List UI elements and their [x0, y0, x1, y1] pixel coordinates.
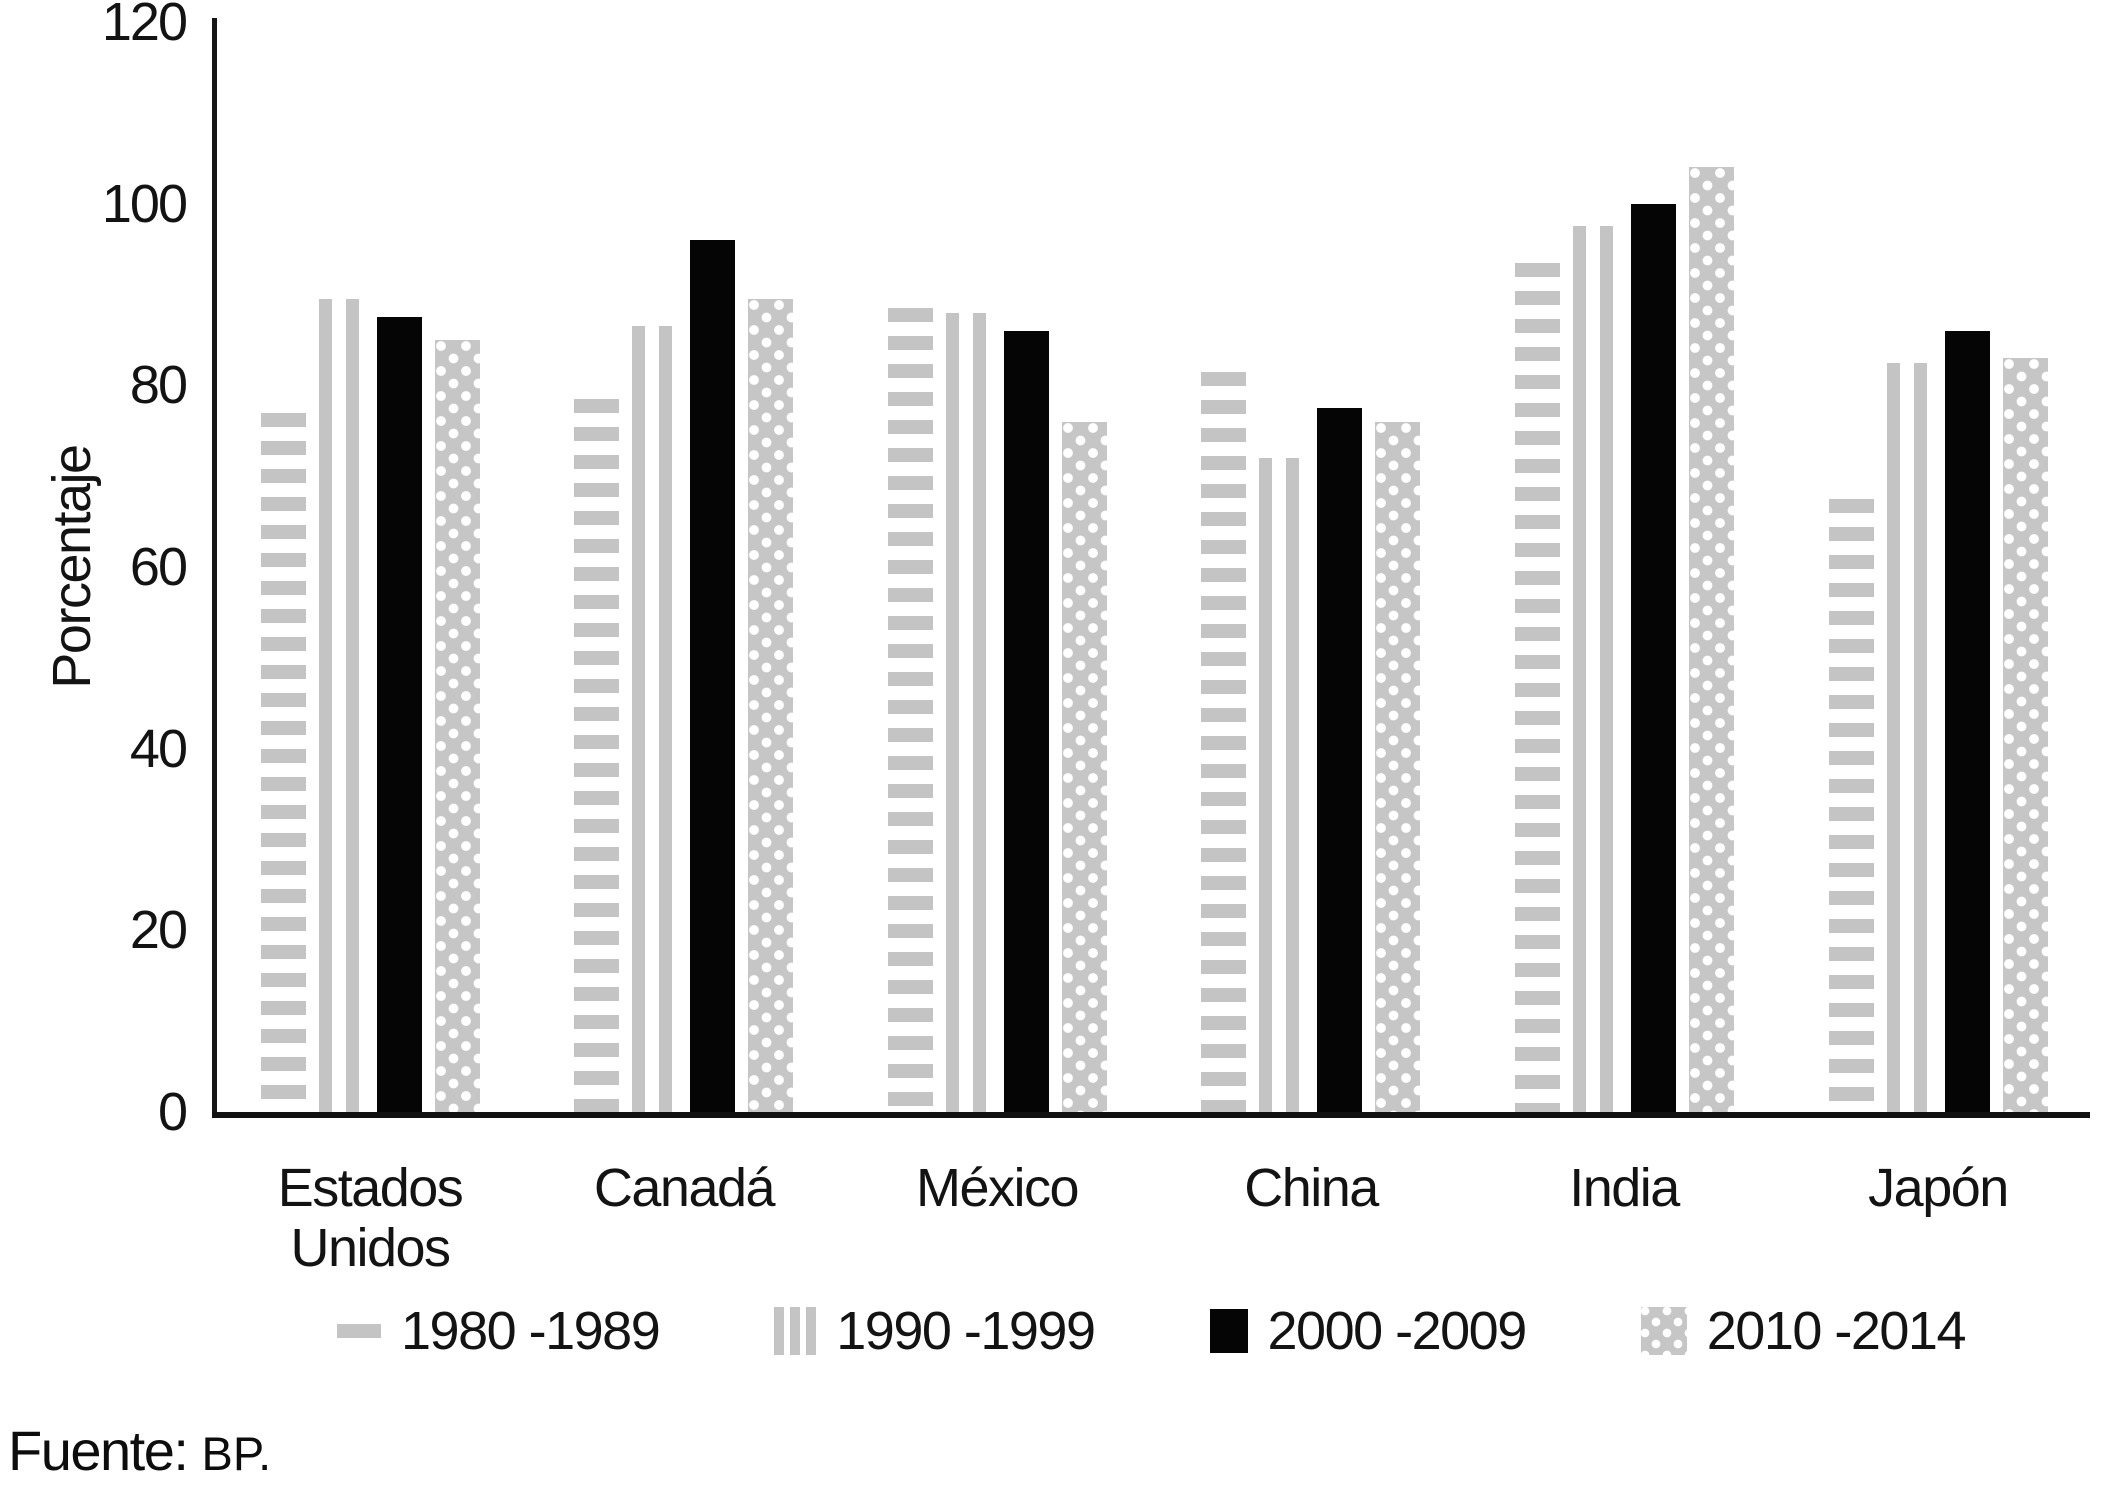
category-label: China — [1244, 1158, 1379, 1218]
bar — [1515, 263, 1560, 1112]
bar — [261, 413, 306, 1112]
legend-label: 1980 -1989 — [401, 1301, 661, 1361]
bar — [1201, 372, 1246, 1112]
legend-label: 1990 -1999 — [836, 1301, 1096, 1361]
legend-label: 2010 -2014 — [1706, 1301, 1967, 1361]
legend-swatch-horizontal-stripes-icon — [337, 1324, 381, 1338]
category-label: Japón — [1868, 1158, 2009, 1218]
bar — [2003, 358, 2048, 1112]
bar — [574, 399, 619, 1112]
bar — [1317, 408, 1362, 1112]
bar — [1631, 204, 1676, 1112]
bar — [1887, 363, 1932, 1112]
category-label: India — [1569, 1158, 1680, 1218]
legend-swatch-vertical-stripes-icon — [774, 1307, 817, 1355]
bar — [319, 299, 364, 1112]
source-label: Fuente: — [8, 1419, 189, 1482]
legend-item: 1990 -1999 — [774, 1300, 1096, 1362]
legend: 1980 -1989 1990 -1999 2000 -2009 2010 -2014 — [212, 1300, 2090, 1362]
bar — [1375, 422, 1420, 1112]
bar — [1062, 422, 1107, 1112]
bar — [435, 340, 480, 1112]
source-note: Fuente: BP. — [8, 1418, 271, 1483]
y-tick-label: 20 — [129, 900, 188, 961]
legend-swatch-dots-icon — [1640, 1307, 1687, 1355]
category-label: México — [915, 1158, 1080, 1218]
y-tick-label: 0 — [157, 1082, 188, 1142]
legend-item: 1980 -1989 — [337, 1300, 661, 1362]
category-label: Estados Unidos — [277, 1158, 464, 1278]
y-tick-label: 120 — [101, 0, 188, 53]
y-tick-label: 80 — [129, 355, 188, 416]
x-axis-line — [212, 1112, 2090, 1118]
bar — [946, 313, 991, 1112]
bar — [1689, 167, 1734, 1112]
bar — [748, 299, 793, 1112]
category-label: Canadá — [593, 1158, 776, 1218]
bar — [690, 240, 735, 1112]
source-value: BP. — [201, 1427, 272, 1480]
y-tick-label: 40 — [129, 718, 188, 779]
bar — [1259, 458, 1304, 1112]
y-tick-label: 60 — [129, 537, 188, 598]
bar — [1573, 226, 1618, 1112]
y-tick-label: 100 — [101, 173, 188, 234]
legend-swatch-solid-icon — [1209, 1309, 1248, 1353]
legend-item: 2000 -2009 — [1209, 1300, 1528, 1362]
bar — [377, 317, 422, 1112]
bar — [1004, 331, 1049, 1112]
legend-item: 2010 -2014 — [1640, 1300, 1967, 1362]
y-axis-line — [212, 18, 217, 1115]
bar — [888, 308, 933, 1112]
bar — [1945, 331, 1990, 1112]
bar — [1829, 499, 1874, 1112]
bar — [632, 326, 677, 1112]
legend-label: 2000 -2009 — [1267, 1301, 1528, 1361]
